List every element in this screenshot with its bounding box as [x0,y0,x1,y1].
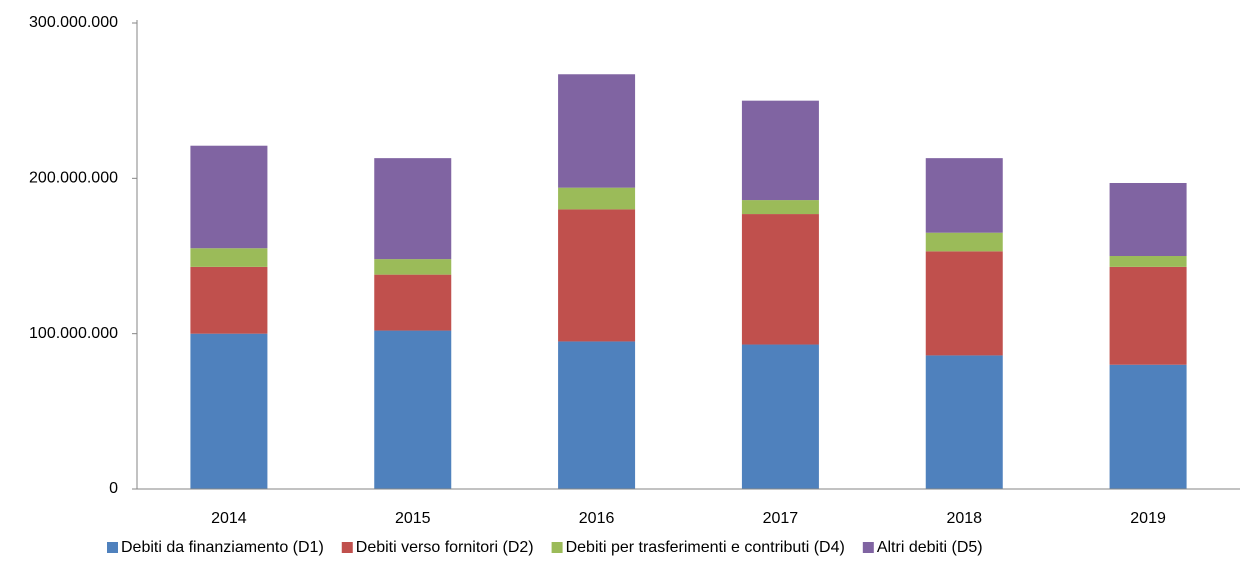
legend-label: Debiti per trasferimenti e contributi (D… [566,539,845,556]
y-tick-label: 300.000.000 [29,14,118,31]
x-tick-label: 2015 [395,510,431,527]
bar-segment [190,145,268,249]
bar-segment [558,187,636,210]
legend-swatch [107,542,118,553]
bar-segment [558,74,636,188]
bar-segment [741,100,819,201]
legend-label: Debiti verso fornitori (D2) [356,539,534,556]
bar-segment [741,200,819,215]
x-tick-label: 2019 [1130,510,1166,527]
y-tick-label: 0 [109,480,118,497]
bar-segment [190,266,268,334]
bar-segment [374,158,452,260]
x-tick-label: 2016 [579,510,615,527]
y-tick-label: 200.000.000 [29,170,118,187]
bar-segment [374,259,452,275]
bar-segment [558,209,636,342]
bar-segment [925,251,1003,356]
bar-segment [741,214,819,345]
bar-segment [558,341,636,489]
bar-segment [925,158,1003,233]
bar-segment [1109,256,1187,267]
x-tick-label: 2017 [763,510,799,527]
y-tick-label: 100.000.000 [29,325,118,342]
bar-segment [1109,364,1187,489]
bar-segment [190,248,268,267]
legend-label: Altri debiti (D5) [877,539,983,556]
bar-segment [925,355,1003,489]
legend-swatch [551,542,563,553]
bar-segment [374,330,452,489]
x-tick-label: 2018 [946,510,982,527]
bar-segment [1109,266,1187,365]
x-tick-label: 2014 [211,510,247,527]
bar-segment [741,344,819,489]
bar-segment [1109,182,1187,256]
legend-swatch [341,542,353,553]
bar-segment [190,333,268,489]
bar-segment [925,232,1003,252]
legend-label: Debiti da finanziamento (D1) [121,539,324,556]
legend-swatch [862,542,874,553]
bar-segment [374,274,452,331]
